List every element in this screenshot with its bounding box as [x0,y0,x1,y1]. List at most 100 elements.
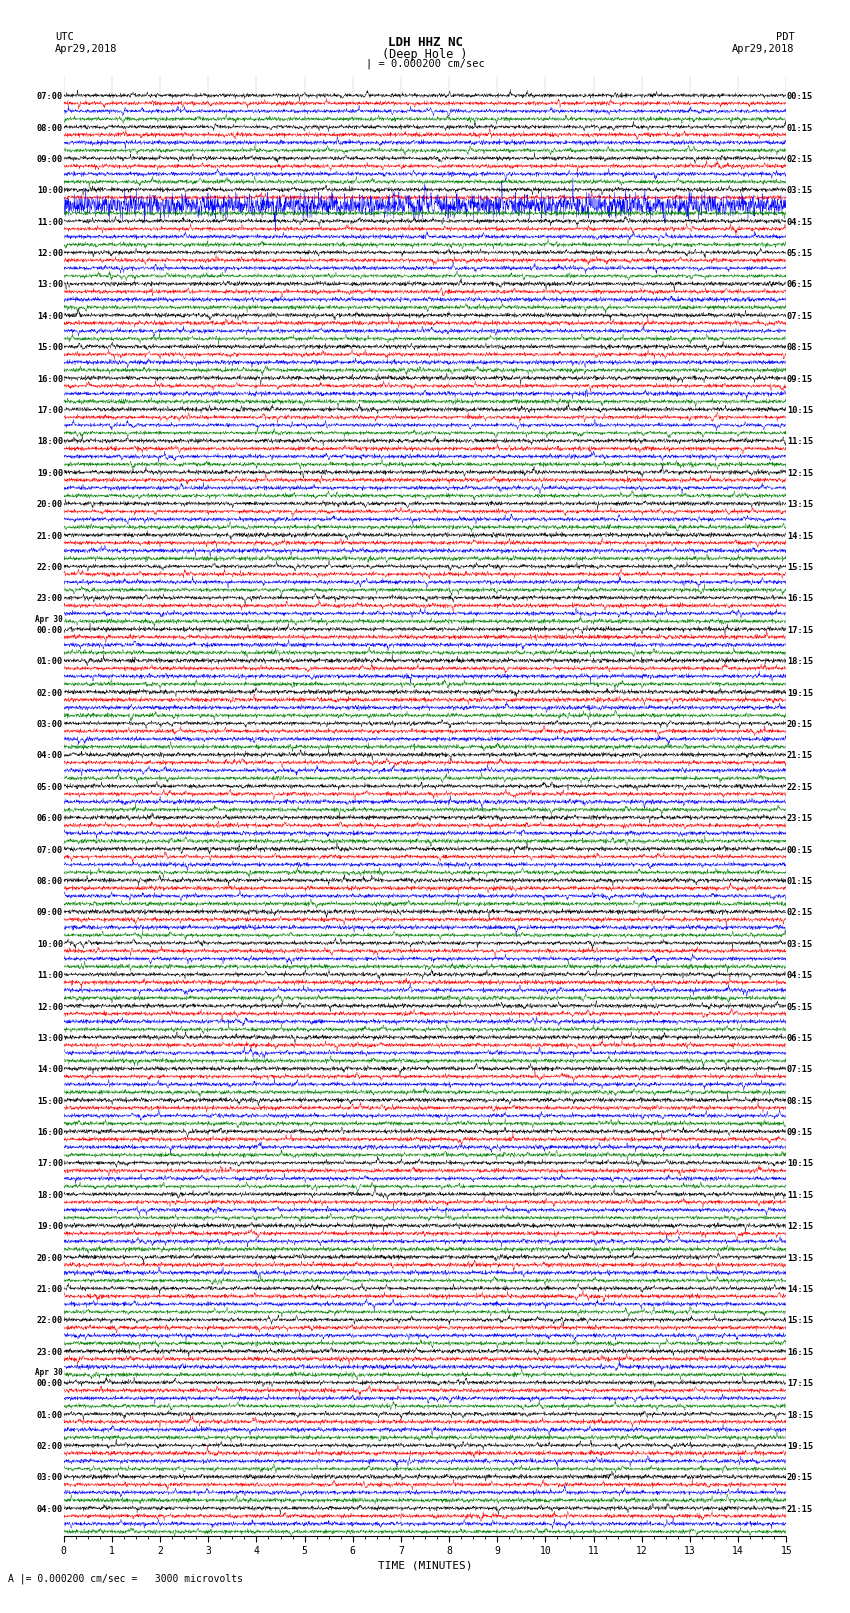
Text: 20:00: 20:00 [37,500,63,510]
Text: | = 0.000200 cm/sec: | = 0.000200 cm/sec [366,58,484,69]
Text: 20:15: 20:15 [787,719,813,729]
Text: 00:15: 00:15 [787,92,813,102]
Text: 11:00: 11:00 [37,971,63,981]
Text: A |= 0.000200 cm/sec =   3000 microvolts: A |= 0.000200 cm/sec = 3000 microvolts [8,1573,243,1584]
Text: 02:00: 02:00 [37,689,63,697]
Text: 16:15: 16:15 [787,595,813,603]
Text: 15:15: 15:15 [787,563,813,573]
Text: 03:00: 03:00 [37,1473,63,1482]
Text: 00:00: 00:00 [37,1379,63,1389]
Text: 14:15: 14:15 [787,1286,813,1294]
Text: Apr 30: Apr 30 [36,1368,63,1378]
Text: 18:00: 18:00 [37,1190,63,1200]
Text: Apr29,2018: Apr29,2018 [732,44,795,53]
Text: 13:00: 13:00 [37,281,63,289]
Text: LDH HHZ NC: LDH HHZ NC [388,37,462,50]
Text: 06:00: 06:00 [37,815,63,823]
Text: 13:15: 13:15 [787,1253,813,1263]
Text: 03:00: 03:00 [37,719,63,729]
Text: 09:15: 09:15 [787,1127,813,1137]
Text: 17:15: 17:15 [787,626,813,636]
Text: 07:15: 07:15 [787,311,813,321]
Text: 09:00: 09:00 [37,155,63,165]
Text: 04:15: 04:15 [787,971,813,981]
Text: 22:00: 22:00 [37,1316,63,1326]
Text: 18:15: 18:15 [787,656,813,666]
Text: 08:15: 08:15 [787,344,813,352]
Text: 21:15: 21:15 [787,1505,813,1515]
Text: 14:00: 14:00 [37,1065,63,1074]
Text: 03:15: 03:15 [787,187,813,195]
Text: 19:00: 19:00 [37,1223,63,1231]
Text: 15:00: 15:00 [37,1097,63,1105]
Text: 11:00: 11:00 [37,218,63,227]
Text: 10:15: 10:15 [787,1160,813,1168]
Text: 23:00: 23:00 [37,1348,63,1357]
Text: 09:00: 09:00 [37,908,63,918]
Text: 22:00: 22:00 [37,563,63,573]
Text: 06:15: 06:15 [787,1034,813,1044]
Text: 20:15: 20:15 [787,1473,813,1482]
Text: 08:15: 08:15 [787,1097,813,1105]
Text: Apr29,2018: Apr29,2018 [55,44,118,53]
Text: 21:00: 21:00 [37,1286,63,1294]
Text: 13:00: 13:00 [37,1034,63,1044]
Text: PDT: PDT [776,32,795,42]
Text: 15:15: 15:15 [787,1316,813,1326]
Text: 12:00: 12:00 [37,1003,63,1011]
Text: 22:15: 22:15 [787,782,813,792]
Text: 01:15: 01:15 [787,124,813,132]
Text: 10:00: 10:00 [37,187,63,195]
Text: 16:00: 16:00 [37,374,63,384]
Text: 17:15: 17:15 [787,1379,813,1389]
Text: 11:15: 11:15 [787,1190,813,1200]
Text: (Deep Hole ): (Deep Hole ) [382,47,468,61]
Text: 07:15: 07:15 [787,1065,813,1074]
Text: 06:15: 06:15 [787,281,813,289]
Text: 05:15: 05:15 [787,248,813,258]
Text: 01:00: 01:00 [37,656,63,666]
Text: 17:00: 17:00 [37,1160,63,1168]
Text: 10:00: 10:00 [37,940,63,948]
Text: 04:15: 04:15 [787,218,813,227]
Text: 09:15: 09:15 [787,374,813,384]
Text: 00:00: 00:00 [37,626,63,636]
Text: 07:00: 07:00 [37,92,63,102]
Text: 12:15: 12:15 [787,469,813,477]
Text: 17:00: 17:00 [37,406,63,415]
Text: 21:00: 21:00 [37,532,63,540]
Text: 10:15: 10:15 [787,406,813,415]
Text: 23:00: 23:00 [37,595,63,603]
Text: 00:15: 00:15 [787,845,813,855]
X-axis label: TIME (MINUTES): TIME (MINUTES) [377,1560,473,1569]
Text: 13:15: 13:15 [787,500,813,510]
Text: 01:15: 01:15 [787,877,813,886]
Text: 19:00: 19:00 [37,469,63,477]
Text: Apr 30: Apr 30 [36,615,63,624]
Text: 02:00: 02:00 [37,1442,63,1452]
Text: 15:00: 15:00 [37,344,63,352]
Text: 02:15: 02:15 [787,155,813,165]
Text: 05:00: 05:00 [37,782,63,792]
Text: 08:00: 08:00 [37,877,63,886]
Text: 01:00: 01:00 [37,1411,63,1419]
Text: 19:15: 19:15 [787,1442,813,1452]
Text: 12:00: 12:00 [37,248,63,258]
Text: 08:00: 08:00 [37,124,63,132]
Text: 02:15: 02:15 [787,908,813,918]
Text: 03:15: 03:15 [787,940,813,948]
Text: 16:15: 16:15 [787,1348,813,1357]
Text: 18:15: 18:15 [787,1411,813,1419]
Text: 12:15: 12:15 [787,1223,813,1231]
Text: 19:15: 19:15 [787,689,813,697]
Text: 05:15: 05:15 [787,1003,813,1011]
Text: 14:00: 14:00 [37,311,63,321]
Text: 07:00: 07:00 [37,845,63,855]
Text: 23:15: 23:15 [787,815,813,823]
Text: 16:00: 16:00 [37,1127,63,1137]
Text: 20:00: 20:00 [37,1253,63,1263]
Text: UTC: UTC [55,32,74,42]
Text: 04:00: 04:00 [37,1505,63,1515]
Text: 18:00: 18:00 [37,437,63,447]
Text: 11:15: 11:15 [787,437,813,447]
